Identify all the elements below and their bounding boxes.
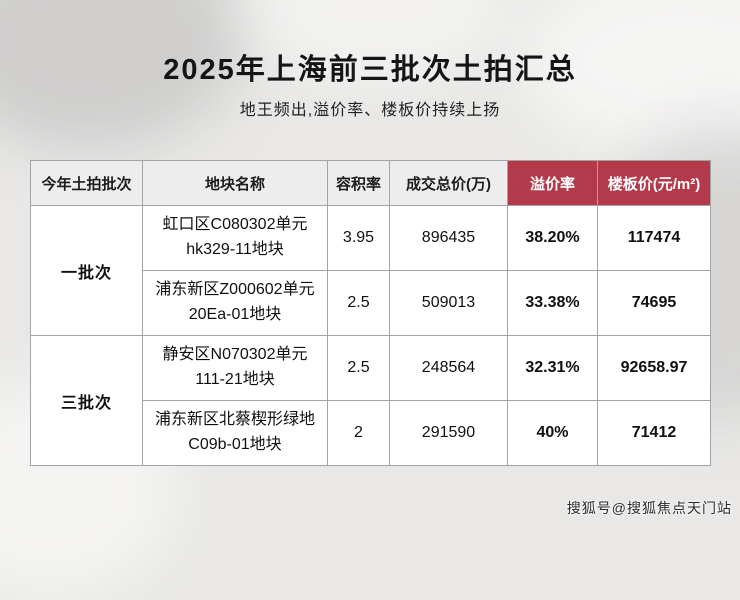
total-price-cell: 291590 — [389, 400, 508, 466]
page-subtitle: 地王频出,溢价率、楼板价持续上扬 — [239, 102, 501, 119]
far-cell: 2.5 — [327, 270, 390, 336]
far-cell: 3.95 — [327, 205, 390, 271]
col-header-batch: 今年土拍批次 — [30, 160, 143, 206]
plot-name-cell: 浦东新区北蔡楔形绿地 C09b-01地块 — [142, 400, 328, 466]
premium-rate-cell: 38.20% — [507, 205, 598, 271]
plot-name-line1: 浦东新区北蔡楔形绿地 — [154, 411, 315, 429]
page-title: 2025年上海前三批次土拍汇总 — [163, 54, 577, 86]
total-price-cell: 896435 — [389, 205, 508, 271]
col-header-floor-price: 楼板价(元/m²) — [597, 160, 711, 206]
col-header-plot-name: 地块名称 — [142, 160, 328, 206]
plot-name-cell: 虹口区C080302单元 hk329-11地块 — [142, 205, 328, 271]
plot-name-cell: 静安区N070302单元 111-21地块 — [142, 335, 328, 401]
premium-rate-cell: 32.31% — [507, 335, 598, 401]
plot-name-line1: 虹口区C080302单元 — [162, 216, 308, 234]
plot-name-line2: 111-21地块 — [195, 371, 275, 388]
col-header-total-price: 成交总价(万) — [389, 160, 508, 206]
header-row: 今年土拍批次 地块名称 容积率 成交总价(万) 溢价率 楼板价(元/m²) — [30, 160, 711, 206]
premium-rate-cell: 40% — [507, 400, 598, 466]
plot-name-line2: 20Ea-01地块 — [188, 306, 282, 323]
floor-price-cell: 71412 — [597, 400, 711, 466]
land-auction-table: 今年土拍批次 地块名称 容积率 成交总价(万) 溢价率 楼板价(元/m²) 一批… — [30, 160, 711, 466]
table-row: 三批次 静安区N070302单元 111-21地块 2.5 248564 32.… — [30, 335, 711, 466]
total-price-cell: 509013 — [389, 270, 508, 336]
plot-name-cell: 浦东新区Z000602单元 20Ea-01地块 — [142, 270, 328, 336]
plot-name-line1: 静安区N070302单元 — [162, 346, 308, 364]
col-header-premium-rate: 溢价率 — [507, 160, 598, 206]
plot-name-line2: hk329-11地块 — [186, 241, 284, 258]
floor-price-cell: 74695 — [597, 270, 711, 336]
total-price-cell: 248564 — [389, 335, 508, 401]
table-row: 一批次 虹口区C080302单元 hk329-11地块 3.95 896435 … — [30, 205, 711, 336]
batch-cell-third: 三批次 — [30, 335, 143, 466]
batch-cell-first: 一批次 — [30, 205, 143, 336]
far-cell: 2.5 — [327, 335, 390, 401]
premium-rate-cell: 33.38% — [507, 270, 598, 336]
table-row: 浦东新区Z000602单元 20Ea-01地块 2.5 509013 33.38… — [31, 270, 711, 336]
floor-price-cell: 117474 — [597, 205, 711, 271]
table-row: 浦东新区北蔡楔形绿地 C09b-01地块 2 291590 40% 71412 — [31, 400, 711, 466]
col-header-far: 容积率 — [327, 160, 390, 206]
watermark-text: 搜狐号@搜狐焦点天门站 — [566, 500, 732, 516]
plot-name-line1: 浦东新区Z000602单元 — [155, 281, 315, 299]
floor-price-cell: 92658.97 — [597, 335, 711, 401]
far-cell: 2 — [327, 400, 390, 466]
plot-name-line2: C09b-01地块 — [188, 436, 282, 453]
